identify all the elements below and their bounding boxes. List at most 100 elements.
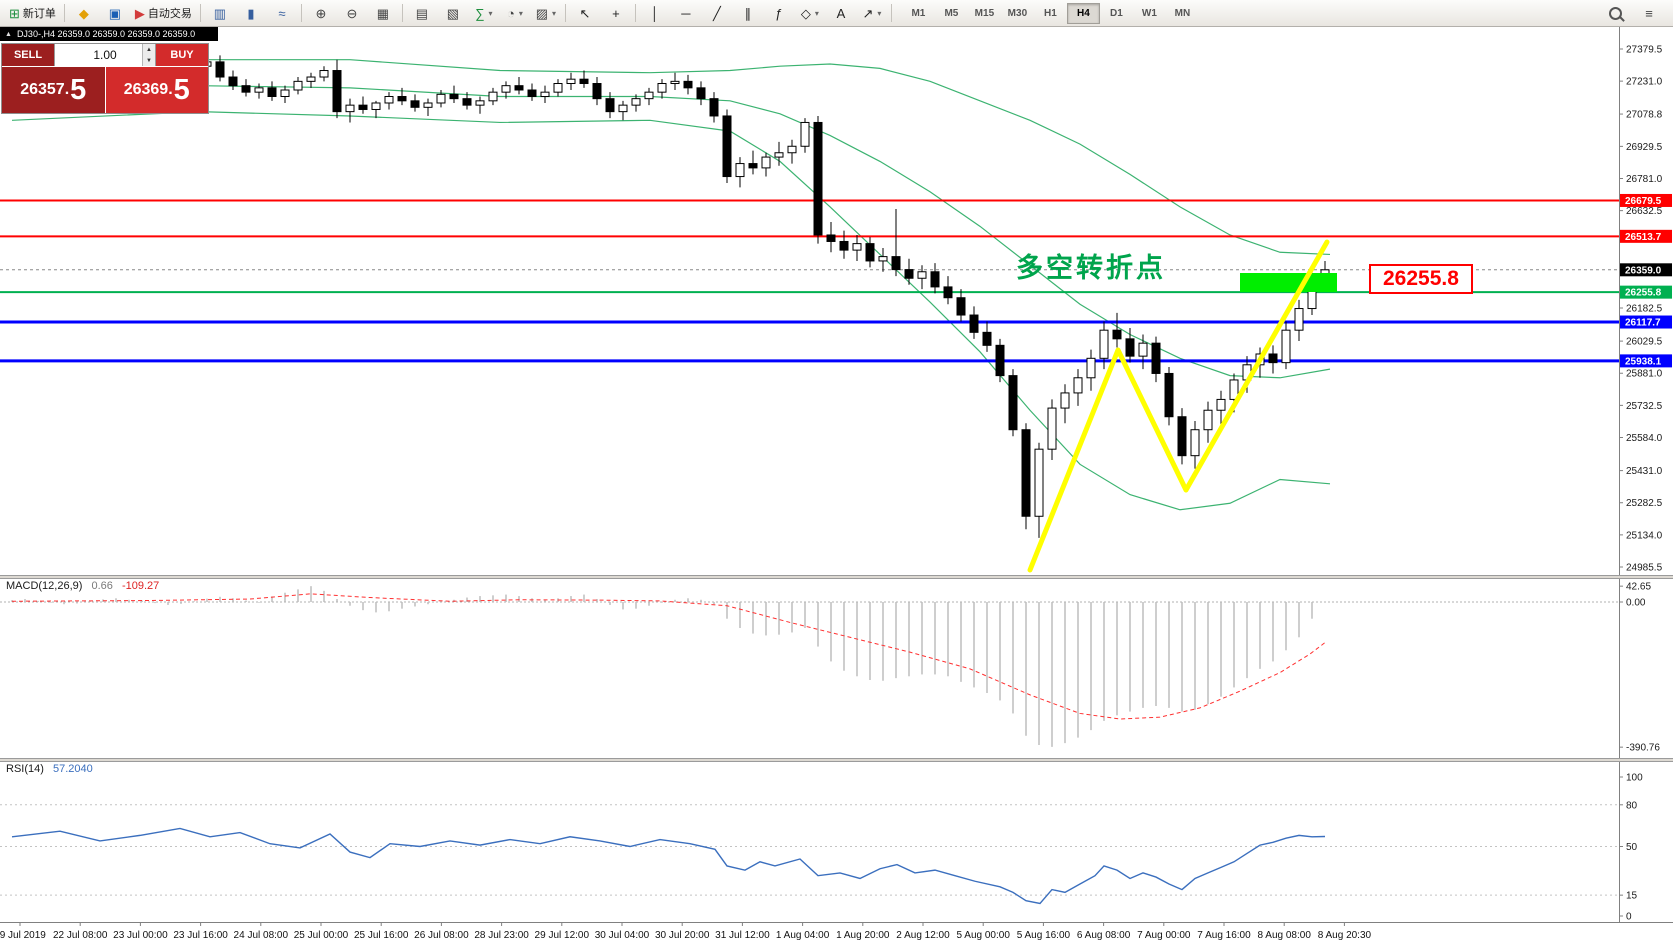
- symbol-ohlc-text: DJ30-,H4 26359.0 26359.0 26359.0 26359.0: [16, 29, 196, 39]
- macd-axis[interactable]: 42.65 0.00 -390.76: [1619, 582, 1660, 754]
- cascade-windows-icon: ▧: [446, 5, 460, 21]
- indicators-button[interactable]: ∑ ▾: [469, 2, 499, 25]
- price-axis[interactable]: 27379.5 27231.0 27078.8 26929.5 26781.0 26632…: [1619, 45, 1663, 574]
- price-tag: 26117.7: [1620, 315, 1672, 329]
- pane-splitter-macd[interactable]: [0, 575, 1673, 579]
- shapes-icon: ◇: [800, 5, 811, 21]
- menu-button[interactable]: ≡: [1634, 2, 1664, 25]
- menu-icon: ≡: [1645, 5, 1653, 21]
- highlight-zone-rect[interactable]: [1240, 273, 1337, 292]
- buy-button[interactable]: BUY: [156, 44, 208, 66]
- autotrading-label: 自动交易: [147, 8, 192, 20]
- timeframe-m5-button[interactable]: M5: [944, 7, 959, 19]
- cursor-button[interactable]: ↖: [570, 2, 600, 25]
- price-tag: 26513.7: [1620, 229, 1672, 243]
- periods-button[interactable]: ◔ ▾: [500, 2, 530, 25]
- price-tag: 26679.5: [1620, 193, 1672, 207]
- timeframe-m30-button[interactable]: M30: [1007, 7, 1028, 19]
- macd-signal-line: [11, 593, 1326, 720]
- svg-text:25938.1: 25938.1: [1625, 356, 1662, 367]
- bar-chart-type-button[interactable]: ▥: [205, 2, 235, 25]
- search-icon: [1608, 6, 1622, 20]
- svg-text:22 Jul 08:00: 22 Jul 08:00: [53, 930, 108, 941]
- arrows-icon: ↗: [862, 5, 874, 21]
- time-axis[interactable]: 19 Jul 2019 22 Jul 08:00 23 Jul 00:00 23 Ju…: [0, 922, 1372, 941]
- sell-button[interactable]: SELL: [2, 44, 54, 66]
- spin-up-icon[interactable]: ▲: [143, 44, 155, 55]
- timeframe-w1-button[interactable]: W1: [1141, 7, 1157, 19]
- horizontal-line-button[interactable]: ─: [671, 2, 701, 25]
- svg-text:26679.5: 26679.5: [1625, 196, 1662, 207]
- svg-text:27379.5: 27379.5: [1626, 45, 1663, 56]
- timeframe-h4-button[interactable]: H4: [1066, 2, 1100, 24]
- volume-spinner[interactable]: ▲ ▼: [142, 44, 155, 66]
- shapes-button[interactable]: ◇ ▾: [795, 2, 825, 25]
- svg-text:25 Jul 00:00: 25 Jul 00:00: [294, 930, 349, 941]
- periods-icon: ◔: [506, 5, 515, 21]
- zoom-in-button[interactable]: ⊕: [306, 2, 336, 25]
- macd-histogram: [11, 586, 1326, 747]
- trend-zigzag-line[interactable]: [1027, 239, 1330, 573]
- price-callout-label[interactable]: 26255.8: [1369, 264, 1473, 294]
- svg-text:-390.76: -390.76: [1626, 743, 1660, 754]
- svg-text:26632.5: 26632.5: [1626, 206, 1663, 217]
- volume-value: 1.00: [93, 48, 117, 62]
- cursor-icon: ↖: [579, 5, 591, 21]
- svg-text:25431.0: 25431.0: [1626, 466, 1663, 477]
- timeframe-mn-button[interactable]: MN: [1174, 7, 1191, 19]
- crosshair-button[interactable]: +: [601, 2, 631, 25]
- main-toolbar: ⊞ 新订单 ◆ ▣ ▶ 自动交易 ▥ ▮ ≈ ⊕ ⊖ ▦ ▤ ▧ ∑ ▾ ◔ ▾ ▨ ▾ ↖ + │ ─ ╱ ∥ ƒ ◇ ▾ A ↗ ▾ M1 M…: [0, 0, 1673, 27]
- svg-text:26359.0: 26359.0: [1625, 265, 1662, 276]
- bollinger-middle: [11, 85, 1331, 379]
- sell-price[interactable]: 26357. 5: [2, 67, 106, 113]
- macd-signal-value: -109.27: [121, 580, 160, 592]
- market-watch-button[interactable]: ▣: [100, 2, 130, 25]
- profile-button[interactable]: ◆: [69, 2, 99, 25]
- svg-text:27078.8: 27078.8: [1626, 110, 1663, 121]
- svg-text:8 Aug 20:30: 8 Aug 20:30: [1318, 930, 1372, 941]
- horizontal-level-lines[interactable]: [0, 199, 1619, 363]
- channel-icon: ∥: [744, 5, 752, 21]
- zoom-out-button[interactable]: ⊖: [337, 2, 367, 25]
- pane-splitter-rsi[interactable]: [0, 758, 1673, 762]
- arrows-button[interactable]: ↗ ▾: [857, 2, 887, 25]
- new-order-button[interactable]: ⊞ 新订单: [5, 2, 60, 25]
- candlestick-type-icon: ▮: [247, 5, 255, 21]
- svg-text:23 Jul 16:00: 23 Jul 16:00: [173, 930, 228, 941]
- search-button[interactable]: [1600, 2, 1630, 25]
- svg-text:27231.0: 27231.0: [1626, 77, 1663, 88]
- expand-icon[interactable]: ▲: [5, 30, 12, 38]
- spin-down-icon[interactable]: ▼: [143, 55, 155, 66]
- volume-field[interactable]: 1.00 ▲ ▼: [54, 44, 156, 66]
- templates-button[interactable]: ▨ ▾: [531, 2, 561, 25]
- cascade-windows-button[interactable]: ▧: [438, 2, 468, 25]
- zoom-in-icon: ⊕: [315, 5, 327, 21]
- timeframe-m15-button[interactable]: M15: [974, 7, 995, 19]
- line-chart-type-button[interactable]: ≈: [267, 2, 297, 25]
- timeframe-h1-button[interactable]: H1: [1044, 7, 1057, 19]
- vertical-line-button[interactable]: │: [640, 2, 670, 25]
- svg-text:7 Aug 16:00: 7 Aug 16:00: [1197, 930, 1251, 941]
- buy-price[interactable]: 26369. 5: [105, 67, 208, 113]
- symbol-strip: ▲ DJ30-,H4 26359.0 26359.0 26359.0 26359…: [0, 27, 218, 41]
- fibonacci-button[interactable]: ƒ: [764, 2, 794, 25]
- candlestick-type-button[interactable]: ▮: [236, 2, 266, 25]
- timeframe-d1-button[interactable]: D1: [1110, 7, 1123, 19]
- text-tool-button[interactable]: A: [826, 2, 856, 25]
- timeframe-m1-button[interactable]: M1: [911, 7, 926, 19]
- svg-text:2 Aug 12:00: 2 Aug 12:00: [896, 930, 950, 941]
- tile-windows-button[interactable]: ▤: [407, 2, 437, 25]
- chart-annotation-text[interactable]: 多空转折点: [1016, 253, 1166, 283]
- rsi-line: [11, 827, 1326, 905]
- svg-text:5 Aug 16:00: 5 Aug 16:00: [1017, 930, 1071, 941]
- line-chart-type-icon: ≈: [278, 5, 286, 21]
- channel-button[interactable]: ∥: [733, 2, 763, 25]
- candlestick-series: [7, 55, 1330, 538]
- toolbar-separator: [63, 4, 65, 22]
- grid-button[interactable]: ▦: [368, 2, 398, 25]
- rsi-axis[interactable]: 100 80 50 15 0: [1619, 773, 1643, 923]
- trendline-button[interactable]: ╱: [702, 2, 732, 25]
- autotrading-button[interactable]: ▶ 自动交易: [131, 2, 196, 25]
- macd-indicator-label: MACD(12,26,9) 0.66 -109.27: [6, 580, 159, 592]
